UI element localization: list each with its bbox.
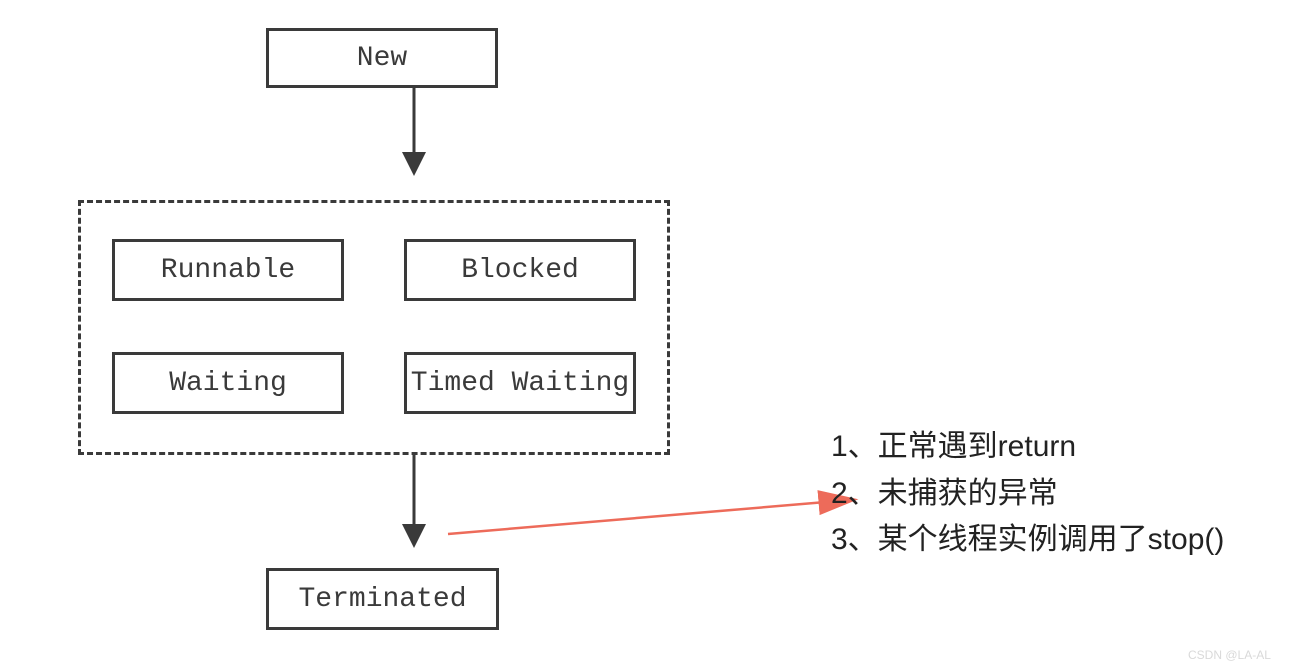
state-timed-waiting-label: Timed Waiting — [411, 368, 629, 399]
state-timed-waiting: Timed Waiting — [404, 352, 636, 414]
watermark-text: CSDN @LA-AL — [1188, 648, 1271, 662]
watermark: CSDN @LA-AL — [1188, 648, 1271, 662]
state-terminated: Terminated — [266, 568, 499, 630]
state-new-label: New — [357, 43, 407, 74]
state-terminated-label: Terminated — [298, 584, 466, 615]
state-runnable: Runnable — [112, 239, 344, 301]
state-runnable-label: Runnable — [161, 255, 295, 286]
diagram-canvas: New Runnable Blocked Waiting Timed Waiti… — [0, 0, 1290, 666]
state-new: New — [266, 28, 498, 88]
state-blocked-label: Blocked — [461, 255, 579, 286]
annotation-line-3: 3、某个线程实例调用了stop() — [831, 517, 1261, 564]
annotation-line-1: 1、正常遇到return — [831, 424, 1261, 471]
annotation-line-2: 2、未捕获的异常 — [831, 471, 1261, 518]
annotation-arrow — [448, 502, 826, 534]
termination-causes-annotation: 1、正常遇到return 2、未捕获的异常 3、某个线程实例调用了stop() — [831, 424, 1261, 564]
state-waiting-label: Waiting — [169, 368, 287, 399]
state-blocked: Blocked — [404, 239, 636, 301]
state-waiting: Waiting — [112, 352, 344, 414]
